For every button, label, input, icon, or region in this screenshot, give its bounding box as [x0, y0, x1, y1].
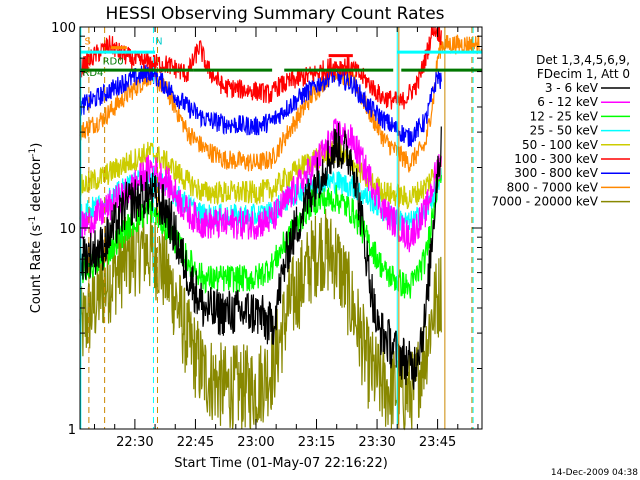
- chart-title: HESSI Observing Summary Count Rates: [105, 4, 444, 24]
- series-3-6-kev: [79, 122, 442, 390]
- legend-label-100-300-kev: 100 - 300 keV: [514, 152, 598, 166]
- footer-timestamp: 14-Dec-2009 04:38: [551, 468, 638, 478]
- legend-label-25-50-kev: 25 - 50 keV: [530, 124, 599, 138]
- legend: Det 1,3,4,5,6,9, FDecim 1, Att 0 3 - 6 k…: [491, 53, 630, 209]
- plot-area: [79, 26, 483, 431]
- legend-label-12-25-kev: 12 - 25 keV: [530, 109, 599, 123]
- y-axis-label: Count Rate (s-1 detector-1): [28, 143, 44, 314]
- legend-header-line-1: Det 1,3,4,5,6,9,: [536, 53, 630, 67]
- flag-n: N: [155, 36, 162, 47]
- x-tick-label: 22:45: [177, 435, 214, 450]
- flag-s: S: [84, 36, 90, 47]
- series-800-7000-kev: [79, 34, 483, 173]
- flag-rd0: RD0: [103, 57, 124, 68]
- x-axis-label: Start Time (01-May-07 22:16:22): [174, 456, 388, 471]
- flag-rd4: RD4: [82, 68, 103, 79]
- series-100-300-kev: [79, 26, 442, 110]
- legend-label-800-7000-kev: 800 - 7000 keV: [507, 180, 599, 194]
- x-tick-label: 23:45: [419, 435, 456, 450]
- x-tick-label: 23:30: [358, 435, 395, 450]
- x-tick-label: 23:15: [298, 435, 335, 450]
- x-tick-label: 23:00: [237, 435, 274, 450]
- legend-label-7000-20000-kev: 7000 - 20000 keV: [491, 195, 598, 209]
- series-50-100-kev: [79, 140, 442, 210]
- x-tick-label: 22:30: [116, 435, 153, 450]
- legend-label-6-12-kev: 6 - 12 keV: [537, 95, 599, 109]
- series-6-12-kev: [79, 118, 442, 253]
- series-300-800-kev: [79, 64, 442, 148]
- axis-ticks: 22:30 22:45 23:00 23:15 23:30 23:45 1 10 100: [51, 21, 482, 450]
- legend-label-300-800-kev: 300 - 800 keV: [514, 166, 598, 180]
- y-tick-label: 1: [68, 423, 76, 438]
- legend-label-50-100-kev: 50 - 100 keV: [522, 138, 599, 152]
- legend-label-3-6-kev: 3 - 6 keV: [545, 81, 599, 95]
- y-tick-label: 10: [59, 222, 76, 237]
- legend-header-line-2: FDecim 1, Att 0: [537, 67, 630, 81]
- series-7000-20000-kev: [79, 207, 442, 431]
- y-tick-label: 100: [51, 21, 76, 36]
